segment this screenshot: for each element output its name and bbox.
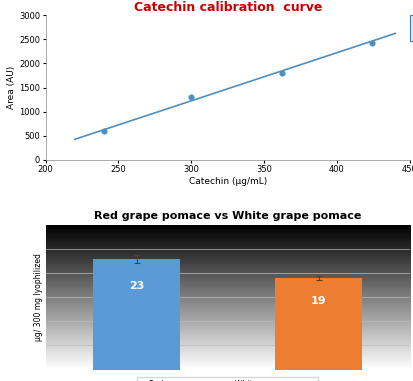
Legend: Red grape pomace, White grape pomace: Red grape pomace, White grape pomace xyxy=(137,377,317,381)
Y-axis label: μg/ 300 mg lyophilized: μg/ 300 mg lyophilized xyxy=(34,253,43,341)
Title: Catechin calibration  curve: Catechin calibration curve xyxy=(133,1,321,14)
Y-axis label: Area (AU): Area (AU) xyxy=(7,66,16,109)
Point xyxy=(188,94,194,100)
Point xyxy=(368,40,374,46)
Bar xyxy=(93,259,180,370)
Text: 23: 23 xyxy=(128,282,144,291)
Title: Red grape pomace vs White grape pomace: Red grape pomace vs White grape pomace xyxy=(94,211,361,221)
Point xyxy=(100,128,107,134)
Point xyxy=(278,70,284,76)
X-axis label: Catechin (μg/mL): Catechin (μg/mL) xyxy=(188,177,266,186)
Text: 19: 19 xyxy=(310,296,326,306)
Bar xyxy=(274,278,362,370)
